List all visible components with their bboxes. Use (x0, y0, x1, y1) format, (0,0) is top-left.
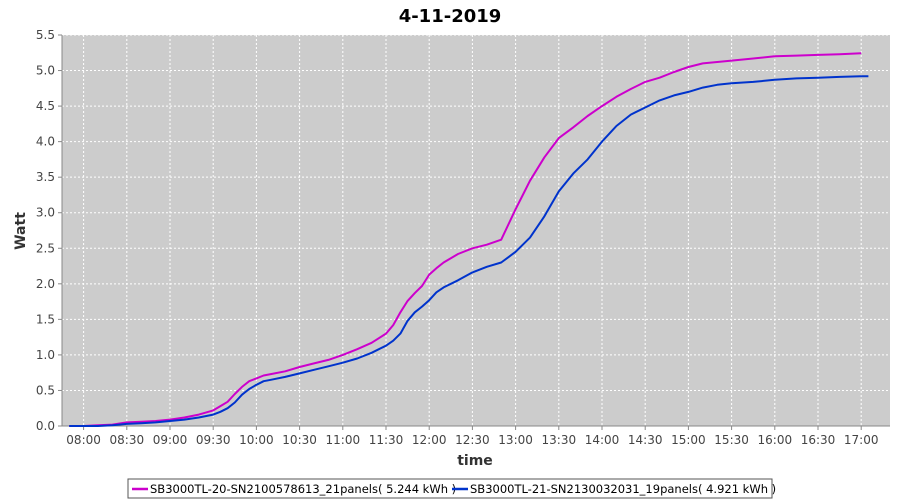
x-tick-label: 11:00 (326, 433, 361, 447)
legend-label-series-2: SB3000TL-21-SN2130032031_19panels( 4.921… (470, 482, 776, 496)
y-tick-label: 1.0 (36, 348, 55, 362)
x-tick-label: 13:30 (542, 433, 577, 447)
y-axis-label: Watt (13, 212, 29, 250)
x-tick-label: 14:00 (585, 433, 620, 447)
x-tick-label: 16:30 (801, 433, 836, 447)
chart-title: 4-11-2019 (399, 6, 502, 27)
x-tick-label: 12:00 (412, 433, 447, 447)
x-tick-label: 15:30 (714, 433, 749, 447)
y-tick-label: 5.5 (36, 28, 55, 42)
x-tick-label: 13:00 (498, 433, 533, 447)
y-tick-label: 0.0 (36, 419, 55, 433)
x-tick-label: 08:30 (110, 433, 145, 447)
x-tick-label: 11:30 (369, 433, 404, 447)
y-tick-label: 5.0 (36, 64, 55, 78)
y-tick-labels: 0.0 0.5 1.0 1.5 2.0 2.5 3.0 3.5 4.0 4.5 5.0 5.5 (36, 28, 62, 433)
gridlines (62, 34, 890, 427)
x-tick-label: 10:00 (239, 433, 274, 447)
series-line-1 (69, 52, 862, 427)
x-tick-label: 10:30 (282, 433, 317, 447)
y-tick-label: 3.5 (36, 170, 55, 184)
y-tick-label: 4.5 (36, 99, 55, 113)
x-tick-label: 09:30 (196, 433, 231, 447)
x-axis-label: time (457, 453, 493, 469)
x-tick-label: 17:00 (844, 433, 879, 447)
y-tick-label: 0.5 (36, 383, 55, 397)
series-line-2 (69, 75, 869, 427)
x-tick-labels: 08:00 08:30 09:00 09:30 10:00 10:30 11:00 11:30… (66, 426, 878, 447)
y-tick-label: 4.0 (36, 135, 55, 149)
y-tick-label: 2.5 (36, 241, 55, 255)
y-tick-label: 3.0 (36, 206, 55, 220)
axes (61, 35, 890, 427)
x-tick-label: 09:00 (153, 433, 188, 447)
x-tick-label: 16:00 (758, 433, 793, 447)
legend-label-series-1: SB3000TL-20-SN2100578613_21panels( 5.244… (150, 482, 456, 496)
y-tick-label: 2.0 (36, 277, 55, 291)
x-tick-label: 15:00 (671, 433, 706, 447)
x-tick-label: 14:30 (628, 433, 663, 447)
legend-box (127, 478, 773, 499)
x-tick-label: 08:00 (66, 433, 101, 447)
x-tick-label: 12:30 (455, 433, 490, 447)
series-lines (69, 52, 869, 427)
legend: SB3000TL-20-SN2100578613_21panels( 5.244… (127, 478, 776, 499)
plot-area (62, 35, 890, 426)
y-tick-label: 1.5 (36, 312, 55, 326)
